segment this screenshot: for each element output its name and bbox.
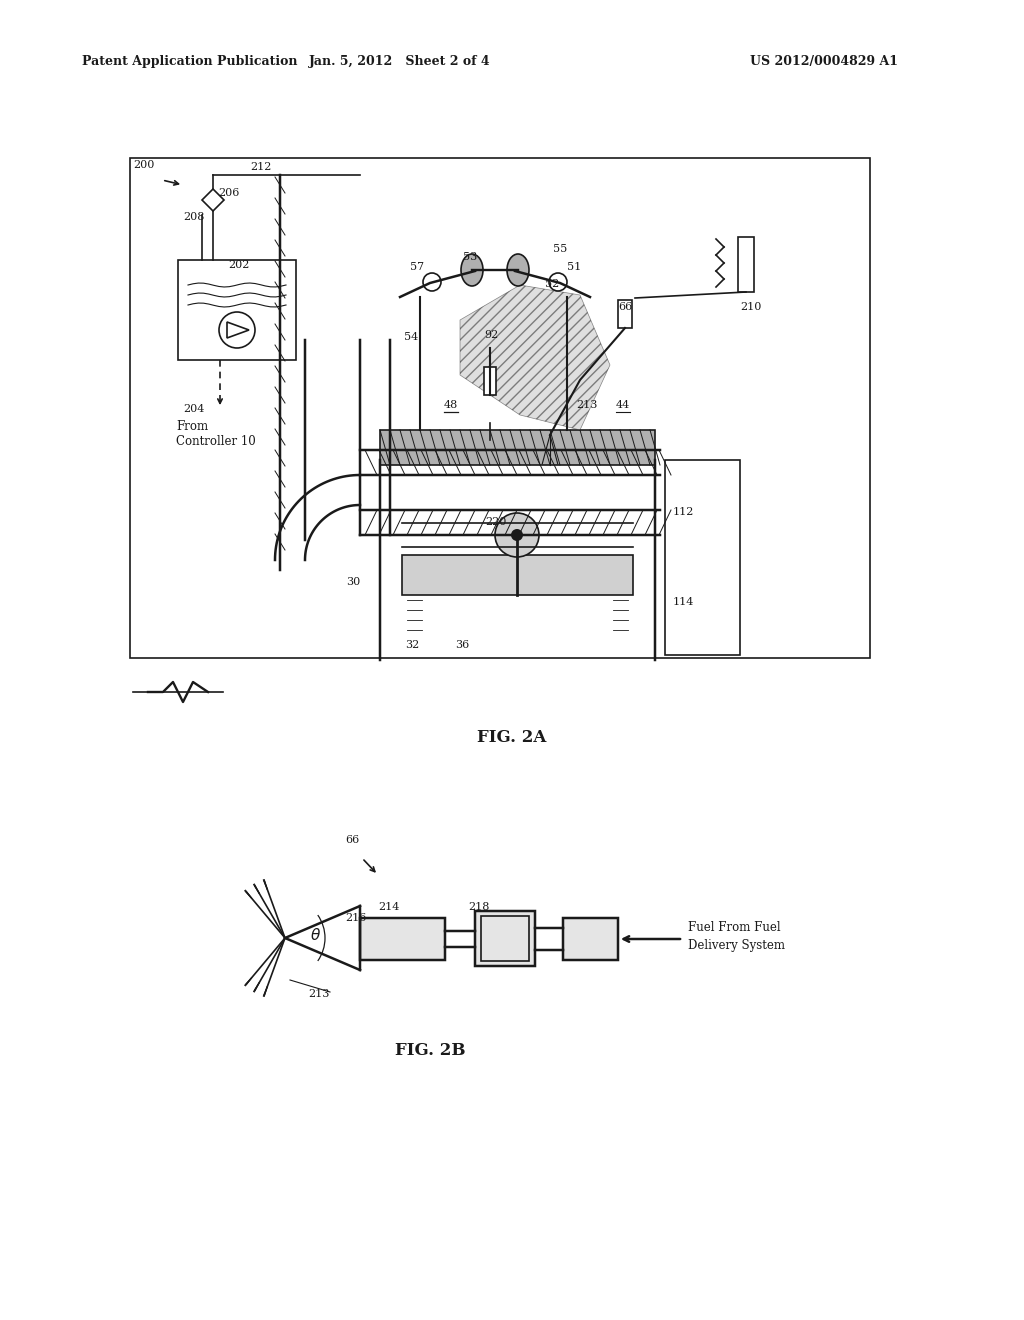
Text: 213: 213 bbox=[308, 989, 330, 999]
Text: 92: 92 bbox=[484, 330, 499, 341]
Text: Delivery System: Delivery System bbox=[688, 939, 785, 952]
Text: 213: 213 bbox=[575, 400, 597, 411]
Bar bbox=[380, 430, 655, 465]
Text: 55: 55 bbox=[553, 244, 567, 253]
Bar bbox=[738, 238, 754, 292]
Circle shape bbox=[219, 312, 255, 348]
Text: 202: 202 bbox=[228, 260, 250, 271]
Bar bbox=[178, 260, 296, 360]
Text: 214: 214 bbox=[378, 902, 399, 912]
Bar bbox=[481, 916, 529, 961]
Text: Controller 10: Controller 10 bbox=[176, 436, 256, 447]
Text: 204: 204 bbox=[183, 404, 205, 414]
Bar bbox=[475, 911, 535, 966]
Text: 206: 206 bbox=[218, 187, 240, 198]
Text: Patent Application Publication: Patent Application Publication bbox=[82, 55, 298, 69]
Text: Jan. 5, 2012   Sheet 2 of 4: Jan. 5, 2012 Sheet 2 of 4 bbox=[309, 55, 490, 69]
Text: FIG. 2B: FIG. 2B bbox=[394, 1041, 465, 1059]
Bar bbox=[665, 459, 740, 655]
Text: 32: 32 bbox=[406, 640, 419, 649]
Text: 51: 51 bbox=[567, 261, 582, 272]
Polygon shape bbox=[202, 189, 224, 211]
Text: 66: 66 bbox=[345, 836, 359, 845]
Ellipse shape bbox=[461, 253, 483, 286]
Text: 218: 218 bbox=[468, 902, 489, 912]
Text: 212: 212 bbox=[250, 162, 271, 172]
Text: 36: 36 bbox=[455, 640, 469, 649]
Text: Fuel From Fuel: Fuel From Fuel bbox=[688, 921, 780, 935]
Text: 210: 210 bbox=[740, 302, 762, 312]
Text: 54: 54 bbox=[404, 333, 418, 342]
Bar bbox=[130, 158, 870, 657]
Circle shape bbox=[511, 529, 523, 541]
Text: From: From bbox=[176, 420, 208, 433]
Text: US 2012/0004829 A1: US 2012/0004829 A1 bbox=[750, 55, 898, 69]
Bar bbox=[484, 367, 496, 395]
Polygon shape bbox=[460, 285, 610, 430]
Text: 114: 114 bbox=[673, 597, 694, 607]
Circle shape bbox=[423, 273, 441, 290]
Text: 53: 53 bbox=[463, 252, 477, 261]
Text: 57: 57 bbox=[410, 261, 424, 272]
Text: 220: 220 bbox=[485, 517, 507, 527]
Text: FIG. 2A: FIG. 2A bbox=[477, 729, 547, 746]
Bar bbox=[618, 300, 632, 327]
Circle shape bbox=[495, 513, 539, 557]
Text: 112: 112 bbox=[673, 507, 694, 517]
Text: 66: 66 bbox=[618, 302, 632, 312]
Text: 200: 200 bbox=[133, 160, 155, 170]
Bar bbox=[402, 554, 633, 595]
Text: 44: 44 bbox=[616, 400, 630, 411]
Bar bbox=[563, 917, 618, 960]
Text: $\theta$: $\theta$ bbox=[310, 927, 322, 942]
Text: 30: 30 bbox=[346, 577, 360, 587]
Text: 52: 52 bbox=[545, 279, 559, 289]
Circle shape bbox=[549, 273, 567, 290]
Text: 216: 216 bbox=[345, 913, 367, 923]
Text: 48: 48 bbox=[444, 400, 459, 411]
Ellipse shape bbox=[507, 253, 529, 286]
Bar bbox=[360, 917, 445, 960]
Text: 208: 208 bbox=[183, 213, 205, 222]
